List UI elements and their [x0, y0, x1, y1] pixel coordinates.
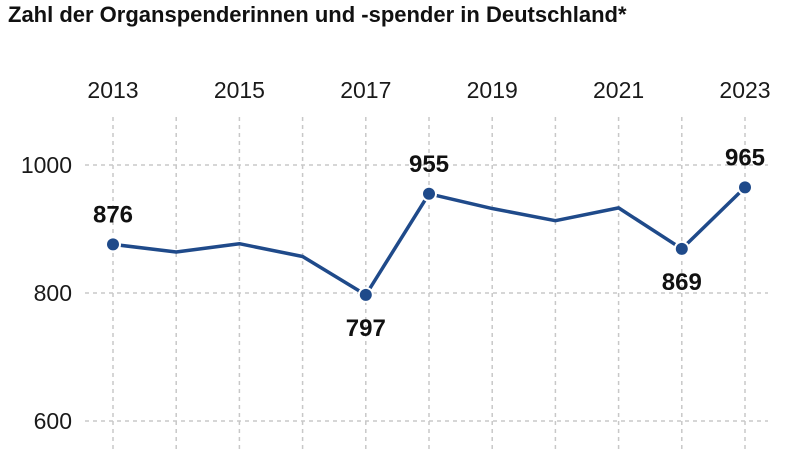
data-label: 876: [93, 201, 133, 228]
data-point: [675, 242, 688, 255]
chart-title: Zahl der Organspenderinnen und -spender …: [8, 2, 627, 27]
data-point: [423, 187, 435, 200]
data-label: 955: [409, 151, 449, 178]
x-tick-label: 2013: [87, 77, 138, 103]
y-tick-label: 800: [34, 280, 72, 306]
data-point: [107, 238, 119, 251]
x-tick-label: 2023: [719, 77, 770, 103]
x-tick-label: 2021: [593, 77, 644, 103]
data-label: 965: [725, 144, 765, 171]
data-point: [359, 288, 372, 301]
y-tick-label: 1000: [21, 152, 72, 178]
data-label: 797: [346, 315, 386, 342]
x-tick-label: 2019: [467, 77, 518, 103]
data-point: [739, 181, 751, 194]
y-tick-label: 600: [34, 408, 72, 434]
data-label: 869: [662, 269, 702, 296]
x-tick-label: 2017: [340, 77, 391, 103]
x-tick-label: 2015: [214, 77, 265, 103]
